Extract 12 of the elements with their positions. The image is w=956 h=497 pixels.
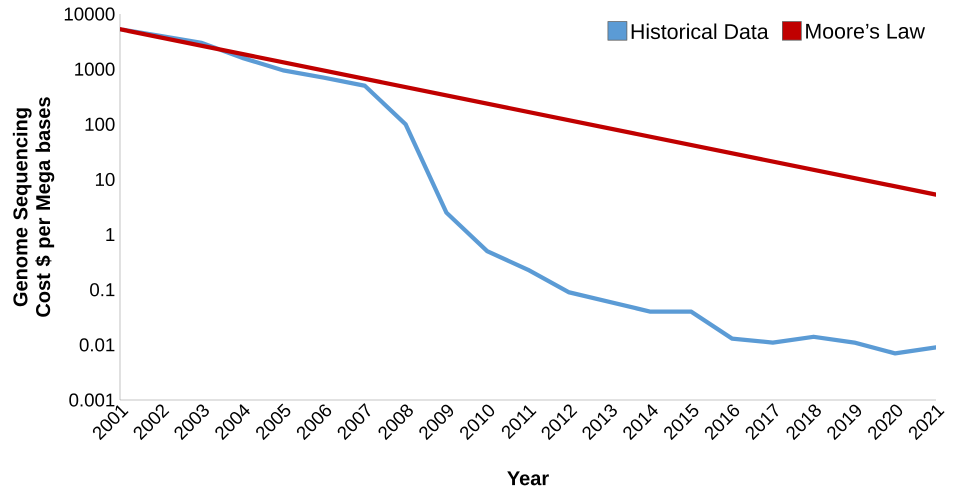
- y-tick-label: 1: [106, 228, 114, 241]
- y-tick-label: 1000: [75, 62, 115, 76]
- y-tick-label: 10: [96, 172, 115, 186]
- x-axis-title: Year: [507, 471, 549, 486]
- y-tick-label: 0.01: [80, 338, 114, 352]
- y-tick-label: 0.001: [69, 393, 114, 407]
- y-axis-title: Genome Sequencing Cost $ per Mega bases: [12, 97, 54, 317]
- y-tick-label: 10000: [64, 7, 115, 21]
- legend-label: Moore’s Law: [806, 24, 925, 39]
- y-tick-label: 0.1: [90, 283, 114, 296]
- legend-label: Historical Data: [632, 23, 769, 40]
- y-tick-label: 100: [86, 118, 115, 131]
